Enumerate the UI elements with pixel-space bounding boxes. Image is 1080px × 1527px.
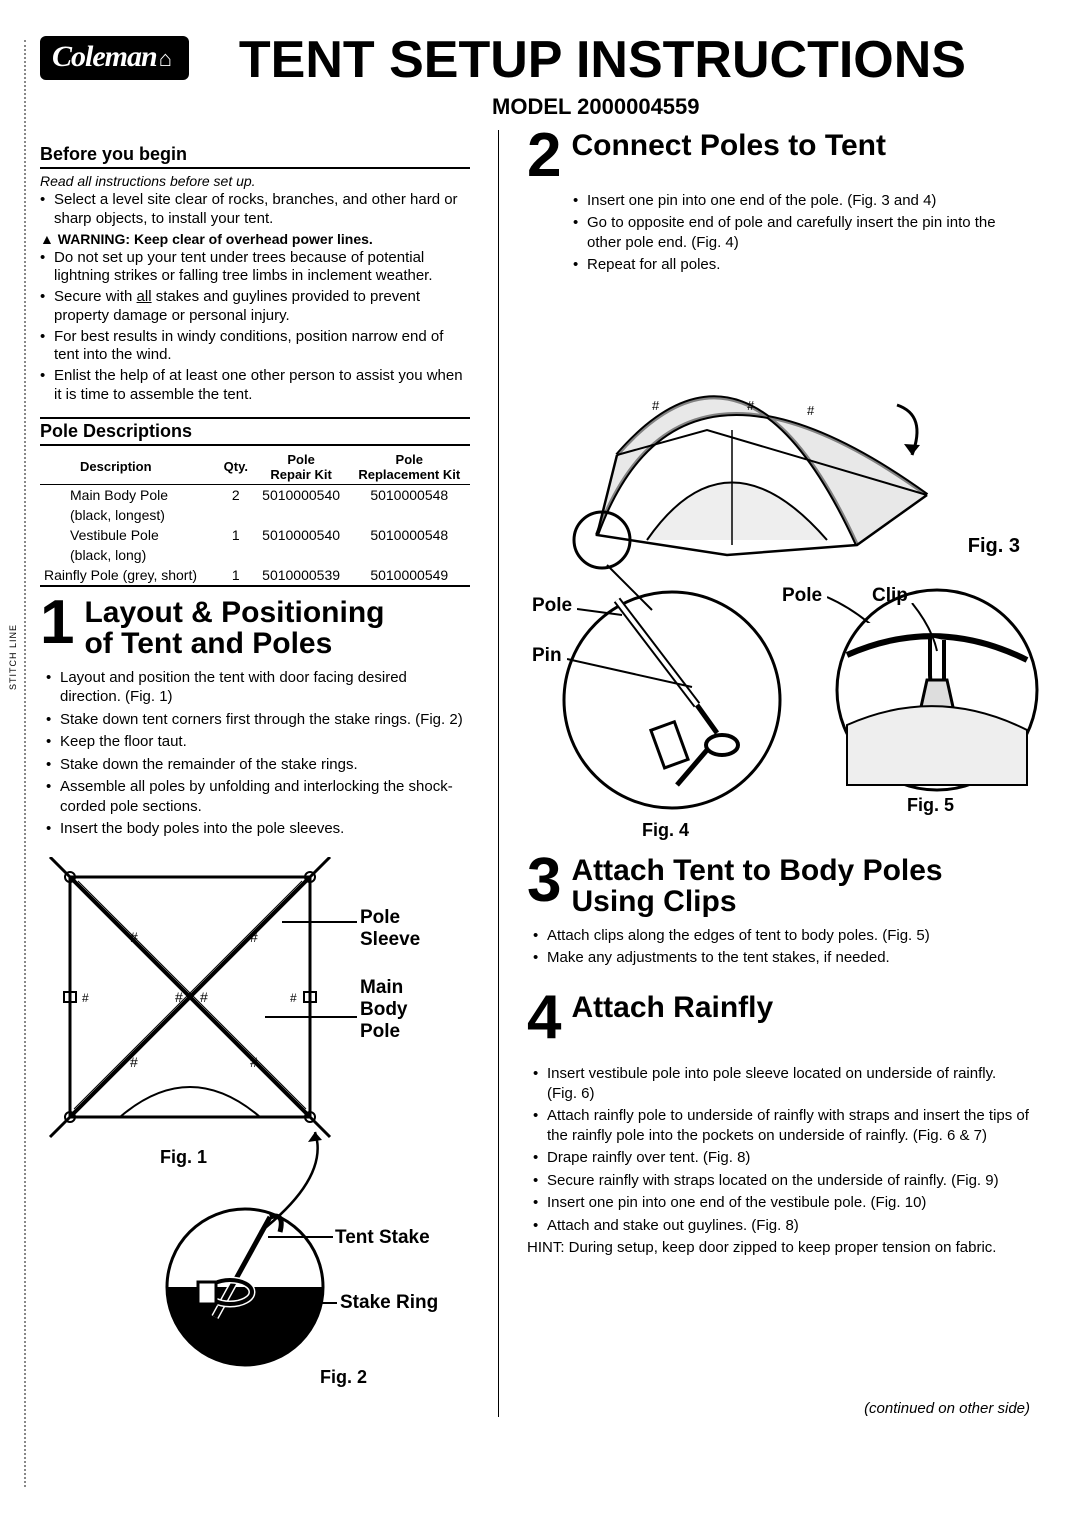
svg-text:#: # [250,1054,258,1070]
callout-main-body-pole: MainBodyPole [360,977,408,1043]
step4-item: Attach rainfly pole to underside of rain… [527,1106,1030,1145]
svg-text:#: # [652,398,660,413]
callout-pole-sleeve: PoleSleeve [360,907,420,951]
step3-heading: 3 Attach Tent to Body PolesUsing Clips [527,855,1030,918]
step3-item: Make any adjustments to the tent stakes,… [527,948,1030,968]
before-item: Secure with all stakes and guylines prov… [40,288,470,326]
fig1-label: Fig. 1 [160,1147,207,1168]
step2-item: Insert one pin into one end of the pole.… [567,191,1030,211]
before-heading: Before you begin [40,142,470,169]
step3-title: Attach Tent to Body PolesUsing Clips [571,855,942,918]
step1-list: Layout and position the tent with door f… [40,668,470,839]
fig2-label: Fig. 2 [320,1367,367,1388]
svg-text:#: # [250,929,258,945]
callout-pin: Pin [532,645,562,667]
header: Coleman⌂ TENT SETUP INSTRUCTIONS [40,30,1030,90]
poles-heading: Pole Descriptions [40,417,470,446]
step2-heading: 2 Connect Poles to Tent [527,130,1030,183]
left-column: Before you begin Read all instructions b… [40,130,470,1417]
svg-text:#: # [747,398,755,413]
fig3-label: Fig. 3 [968,535,1020,558]
step1-item: Assemble all poles by unfolding and inte… [40,777,470,816]
step2-list: Insert one pin into one end of the pole.… [567,191,1030,275]
fig2-leader [220,1117,360,1237]
th-qty: Qty. [218,450,254,485]
step4-item: Attach and stake out guylines. (Fig. 8) [527,1216,1030,1236]
callout-tent-stake: Tent Stake [335,1227,430,1249]
svg-text:#: # [130,929,138,945]
before-intro: Read all instructions before set up. [40,173,470,189]
stitch-line [24,40,26,1487]
svg-text:#: # [82,991,89,1005]
callout-stake-ring: Stake Ring [340,1292,438,1314]
table-row: Main Body Pole250100005405010000548 [40,484,470,505]
table-row: Vestibule Pole150100005405010000548 [40,525,470,545]
before-list-2: Do not set up your tent under trees beca… [40,249,470,405]
svg-text:#: # [200,989,208,1005]
step4-title: Attach Rainfly [571,992,773,1024]
step1-title: Layout & Positioningof Tent and Poles [84,597,384,660]
step4-item: Drape rainfly over tent. (Fig. 8) [527,1148,1030,1168]
before-item: Enlist the help of at least one other pe… [40,367,470,405]
step4-number: 4 [527,992,561,1045]
step1-number: 1 [40,597,74,650]
th-desc: Description [40,450,218,485]
step4-item: Insert one pin into one end of the vesti… [527,1193,1030,1213]
callout-pole-fig5: Pole [782,585,822,607]
step2-number: 2 [527,130,561,183]
coleman-logo: Coleman⌂ [40,36,189,80]
step2-item: Repeat for all poles. [567,255,1030,275]
step4-hint: HINT: During setup, keep door zipped to … [527,1239,1030,1256]
th-repair: PoleRepair Kit [254,450,349,485]
svg-text:#: # [807,403,815,418]
main-title: TENT SETUP INSTRUCTIONS [239,30,966,90]
step1-item: Keep the floor taut. [40,732,470,752]
continued-label: (continued on other side) [864,1400,1030,1417]
model-number: MODEL 2000004559 [492,94,1030,120]
column-divider [498,130,499,1417]
step1-item: Insert the body poles into the pole slee… [40,819,470,839]
right-column: 2 Connect Poles to Tent Insert one pin i… [527,130,1030,1417]
before-item: Select a level site clear of rocks, bran… [40,191,470,229]
table-row: (black, longest) [40,505,470,525]
before-item: Do not set up your tent under trees beca… [40,249,470,287]
table-row: (black, long) [40,545,470,565]
step3-item: Attach clips along the edges of tent to … [527,926,1030,946]
svg-text:#: # [290,991,297,1005]
step4-list: Insert vestibule pole into pole sleeve l… [527,1064,1030,1235]
step2-item: Go to opposite end of pole and carefully… [567,213,1030,252]
step1-item: Layout and position the tent with door f… [40,668,470,707]
step2-title: Connect Poles to Tent [571,130,885,162]
warning-line: WARNING: Keep clear of overhead power li… [40,231,470,247]
th-repl: PoleReplacement Kit [349,450,470,485]
fig4-leader-icon [582,555,682,635]
pole-table: Description Qty. PoleRepair Kit PoleRepl… [40,450,470,587]
svg-text:#: # [130,1054,138,1070]
table-row: Rainfly Pole (grey, short)15010000539501… [40,565,470,586]
step1-item: Stake down the remainder of the stake ri… [40,755,470,775]
fig4-label: Fig. 4 [642,820,689,841]
fig345-area: # # # Fig. 3 [527,285,1030,845]
fig1-fig2-area: # # # # # # # # [40,857,470,1417]
step3-list: Attach clips along the edges of tent to … [527,926,1030,968]
step3-number: 3 [527,855,561,908]
svg-text:#: # [175,989,183,1005]
step1-heading: 1 Layout & Positioningof Tent and Poles [40,597,470,660]
callout-pole-fig4: Pole [532,595,572,617]
step1-item: Stake down tent corners first through th… [40,710,470,730]
step4-item: Secure rainfly with straps located on th… [527,1171,1030,1191]
before-item: For best results in windy conditions, po… [40,328,470,366]
step4-item: Insert vestibule pole into pole sleeve l… [527,1064,1030,1103]
fig5-label: Fig. 5 [907,795,954,816]
before-list: Select a level site clear of rocks, bran… [40,191,470,229]
stitch-line-label: STITCH LINE [8,624,18,690]
step4-heading: 4 Attach Rainfly [527,992,1030,1045]
callout-clip: Clip [872,585,908,607]
